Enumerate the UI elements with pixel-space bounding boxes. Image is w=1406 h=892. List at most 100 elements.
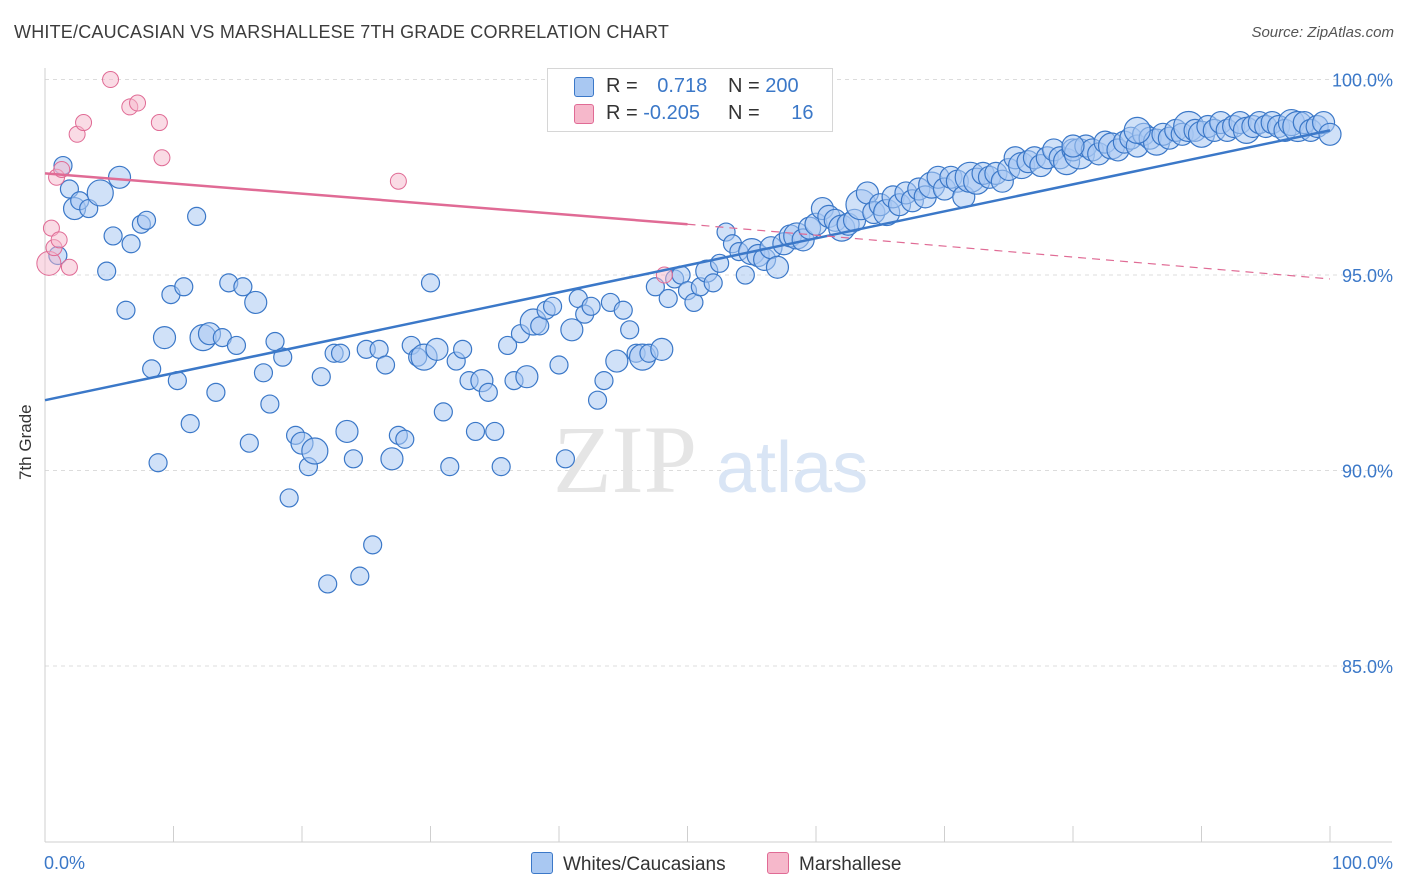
data-point [735,265,755,285]
data-point [206,382,226,402]
data-point [1123,116,1151,144]
data-point [765,255,790,279]
legend-r-value: -0.205 [643,102,700,124]
series-marshallese-points [36,71,673,284]
data-point [350,566,370,586]
data-point [253,363,274,383]
data-point [129,94,147,112]
bottom-legend-label: Whites/Caucasians [563,854,726,875]
data-point [311,367,331,387]
data-point [440,457,460,477]
data-point [515,365,539,389]
data-point [102,71,120,89]
data-point [587,390,608,410]
legend: R = 0.718 N = 200 R = -0.205 N = 16 [547,68,833,132]
data-point [244,290,268,315]
data-point [375,355,396,375]
data-point [50,231,68,249]
data-point [97,261,117,281]
data-point [605,349,629,373]
data-point [121,234,141,254]
data-point [60,258,78,276]
data-point [136,210,157,230]
trend-line-marshallese-extension [687,223,1331,280]
data-point [116,300,136,320]
data-point [465,421,486,442]
data-point [107,165,132,189]
data-point [335,419,359,444]
bottom-legend-whites: Whites/Caucasians [531,852,726,876]
data-point [453,339,473,359]
trend-lines [44,129,1331,402]
data-point [425,337,449,361]
data-point [273,347,293,367]
y-tick-label: 100.0% [1332,71,1393,91]
data-point [343,449,363,469]
data-point [174,277,194,297]
data-point [75,114,93,132]
data-point [148,453,168,473]
watermark-atlas: atlas [716,428,868,508]
data-point [150,114,168,132]
legend-n-value: 200 [765,75,799,97]
data-point [555,449,576,469]
chart-title: WHITE/CAUCASIAN VS MARSHALLESE 7TH GRADE… [14,22,670,42]
axes [44,68,1392,843]
x-tick-label: 0.0% [44,853,85,873]
data-point [620,320,640,340]
data-point [389,172,407,190]
series-whites-points [48,108,1342,594]
data-point [658,288,678,309]
y-tick-label: 85.0% [1342,657,1393,677]
data-point [1318,122,1342,146]
data-point [301,437,329,465]
data-point [265,331,285,352]
data-point [318,574,338,594]
data-point [542,296,563,316]
data-point [226,335,247,356]
legend-swatch-blue [574,77,594,97]
data-point [485,421,505,442]
data-point [380,447,404,471]
legend-r-value: 0.718 [657,75,708,97]
x-tick-labels: 0.0% 100.0% [44,853,1393,873]
data-point [395,429,415,449]
bottom-legend-label: Marshallese [799,854,902,875]
y-tick-label: 95.0% [1342,266,1393,286]
data-point [233,277,253,297]
legend-r: R = -0.205 [606,102,700,124]
data-point [187,206,207,226]
data-point [103,226,123,246]
data-point [549,355,569,375]
legend-r: R = 0.718 [606,75,708,97]
trend-line-marshallese [44,172,688,226]
bottom-legend-marshallese: Marshallese [767,852,901,876]
data-point [153,149,171,167]
y-tick-labels: 85.0% 90.0% 95.0% 100.0% [1332,71,1393,677]
data-point [581,296,601,316]
trend-line-whites [44,129,1331,402]
y-tick-label: 90.0% [1342,462,1393,482]
data-point [613,300,633,320]
data-point [330,343,351,363]
legend-n-value: 16 [791,102,814,124]
data-point [86,179,114,207]
data-point [279,488,299,508]
data-point [42,219,60,237]
data-point [180,414,200,434]
data-point [239,433,259,453]
data-point [1061,134,1085,158]
data-point [478,382,498,402]
source-label: Source: ZipAtlas.com [1251,24,1394,41]
data-point [433,402,453,422]
data-point [420,273,441,293]
grid-lines [45,79,1392,667]
data-point [703,273,723,293]
data-point [594,371,614,391]
x-tick-label: 100.0% [1332,853,1393,873]
y-axis-label: 7th Grade [16,404,35,480]
data-point [650,337,674,361]
data-point [491,457,511,477]
watermark: ZIP atlas [553,406,868,513]
